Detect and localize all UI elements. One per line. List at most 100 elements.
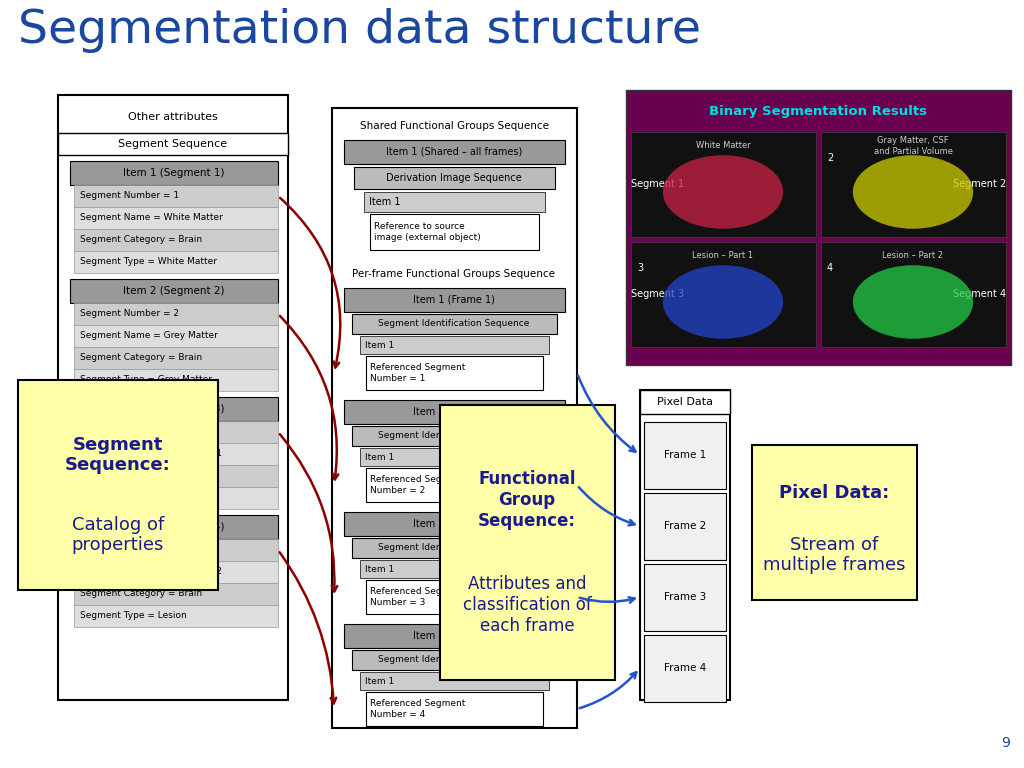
Bar — [631, 242, 816, 347]
Text: 2: 2 — [827, 153, 834, 163]
Text: Item 1: Item 1 — [365, 564, 394, 574]
Text: Derivation Image Sequence: Derivation Image Sequence — [386, 173, 522, 183]
Bar — [74, 465, 278, 487]
Bar — [364, 192, 545, 212]
Text: Segment Name = Grey Matter: Segment Name = Grey Matter — [80, 332, 218, 340]
Bar — [74, 487, 278, 509]
Text: Other attributes: Other attributes — [128, 112, 218, 122]
Text: Segment Category = Brain: Segment Category = Brain — [80, 590, 202, 598]
Bar — [74, 369, 278, 391]
Bar — [352, 426, 557, 446]
Bar — [74, 421, 278, 443]
Bar — [352, 538, 557, 558]
Text: Segment Type = White Matter: Segment Type = White Matter — [80, 257, 217, 266]
Bar — [366, 692, 543, 726]
Text: Segment Type = Lesion: Segment Type = Lesion — [80, 494, 186, 502]
Text: Frame 3: Frame 3 — [664, 592, 707, 602]
Text: Referenced Segment
Number = 3: Referenced Segment Number = 3 — [370, 588, 465, 607]
Bar — [18, 380, 218, 590]
Text: Per-frame Functional Groups Sequence: Per-frame Functional Groups Sequence — [352, 269, 555, 279]
Bar — [74, 605, 278, 627]
Bar — [344, 624, 565, 648]
Text: Binary Segmentation Results: Binary Segmentation Results — [709, 105, 927, 118]
Text: Segment Identification Sequence: Segment Identification Sequence — [378, 544, 529, 552]
Bar — [70, 515, 278, 539]
Bar — [332, 108, 577, 728]
Text: Segment Category = Brain: Segment Category = Brain — [80, 472, 202, 481]
Bar — [70, 397, 278, 421]
Text: Segment 2: Segment 2 — [952, 179, 1006, 189]
Text: Reference to source
image (external object): Reference to source image (external obje… — [374, 222, 480, 242]
Bar — [821, 242, 1006, 347]
Bar — [344, 400, 565, 424]
Text: Referenced Segment
Number = 4: Referenced Segment Number = 4 — [370, 700, 465, 719]
Text: Item 2 (Frame 2): Item 2 (Frame 2) — [413, 407, 495, 417]
Text: 3: 3 — [637, 263, 643, 273]
Text: Segment
Sequence:: Segment Sequence: — [66, 435, 171, 475]
Ellipse shape — [853, 155, 973, 229]
Bar — [360, 560, 549, 578]
Ellipse shape — [853, 265, 973, 339]
Bar — [74, 303, 278, 325]
Text: Item 1: Item 1 — [365, 677, 394, 686]
Bar — [644, 493, 726, 560]
Text: Pixel Data: Pixel Data — [657, 397, 713, 407]
Bar — [440, 405, 615, 680]
Bar — [352, 314, 557, 334]
Text: Segment Number = 1: Segment Number = 1 — [80, 191, 179, 200]
Bar — [631, 132, 816, 237]
Bar — [74, 251, 278, 273]
Text: Segment Number = 2: Segment Number = 2 — [80, 310, 179, 319]
Text: White Matter: White Matter — [695, 141, 751, 151]
Text: Segment Name = Lesion Part 2: Segment Name = Lesion Part 2 — [80, 568, 222, 577]
Bar — [360, 672, 549, 690]
Text: Gray Matter, CSF
and Partial Volume: Gray Matter, CSF and Partial Volume — [873, 136, 952, 156]
Bar — [644, 635, 726, 702]
Bar — [74, 561, 278, 583]
Text: Item 1 (Segment 1): Item 1 (Segment 1) — [123, 168, 224, 178]
Bar — [344, 288, 565, 312]
Text: 9: 9 — [1001, 736, 1010, 750]
Text: Segment Number = 3: Segment Number = 3 — [80, 428, 179, 436]
Text: Stream of
multiple frames: Stream of multiple frames — [763, 535, 905, 574]
Bar — [74, 185, 278, 207]
Text: 4: 4 — [827, 263, 834, 273]
Bar — [74, 539, 278, 561]
Text: Frame 4: Frame 4 — [664, 663, 707, 673]
Bar — [626, 90, 1011, 365]
Text: Segment Identification Sequence: Segment Identification Sequence — [378, 319, 529, 329]
Ellipse shape — [663, 265, 783, 339]
Bar — [74, 583, 278, 605]
Bar — [360, 336, 549, 354]
Bar — [352, 650, 557, 670]
Text: Segment Identification Sequence: Segment Identification Sequence — [378, 656, 529, 664]
Bar — [752, 445, 918, 600]
Text: Item 1: Item 1 — [369, 197, 400, 207]
Bar — [58, 95, 288, 700]
Bar — [360, 448, 549, 466]
Text: Item 4 (Segment 4): Item 4 (Segment 4) — [123, 522, 224, 532]
Bar — [644, 564, 726, 631]
Text: Item 3 (Segment 3): Item 3 (Segment 3) — [123, 404, 224, 414]
Text: Item 1 (Frame 1): Item 1 (Frame 1) — [413, 295, 495, 305]
Bar — [74, 229, 278, 251]
Text: Segment 4: Segment 4 — [953, 289, 1006, 299]
Bar — [640, 390, 730, 700]
Bar — [366, 468, 543, 502]
Bar — [366, 580, 543, 614]
Text: Segmentation data structure: Segmentation data structure — [18, 8, 701, 53]
Text: Segment Category = Brain: Segment Category = Brain — [80, 353, 202, 362]
Text: Frame 2: Frame 2 — [664, 521, 707, 531]
Text: Catalog of
properties: Catalog of properties — [72, 515, 164, 554]
Bar — [70, 279, 278, 303]
Bar — [370, 214, 539, 250]
Bar — [640, 390, 730, 414]
Bar — [354, 167, 555, 189]
Text: Segment 1: Segment 1 — [631, 179, 684, 189]
Bar — [821, 132, 1006, 237]
Text: Lesion – Part 1: Lesion – Part 1 — [692, 251, 754, 260]
Text: Segment Category = Brain: Segment Category = Brain — [80, 236, 202, 244]
Text: Segment Sequence: Segment Sequence — [119, 139, 227, 149]
Text: Segment 3: Segment 3 — [631, 289, 684, 299]
Text: Segment Type = Grey Matter: Segment Type = Grey Matter — [80, 376, 212, 385]
